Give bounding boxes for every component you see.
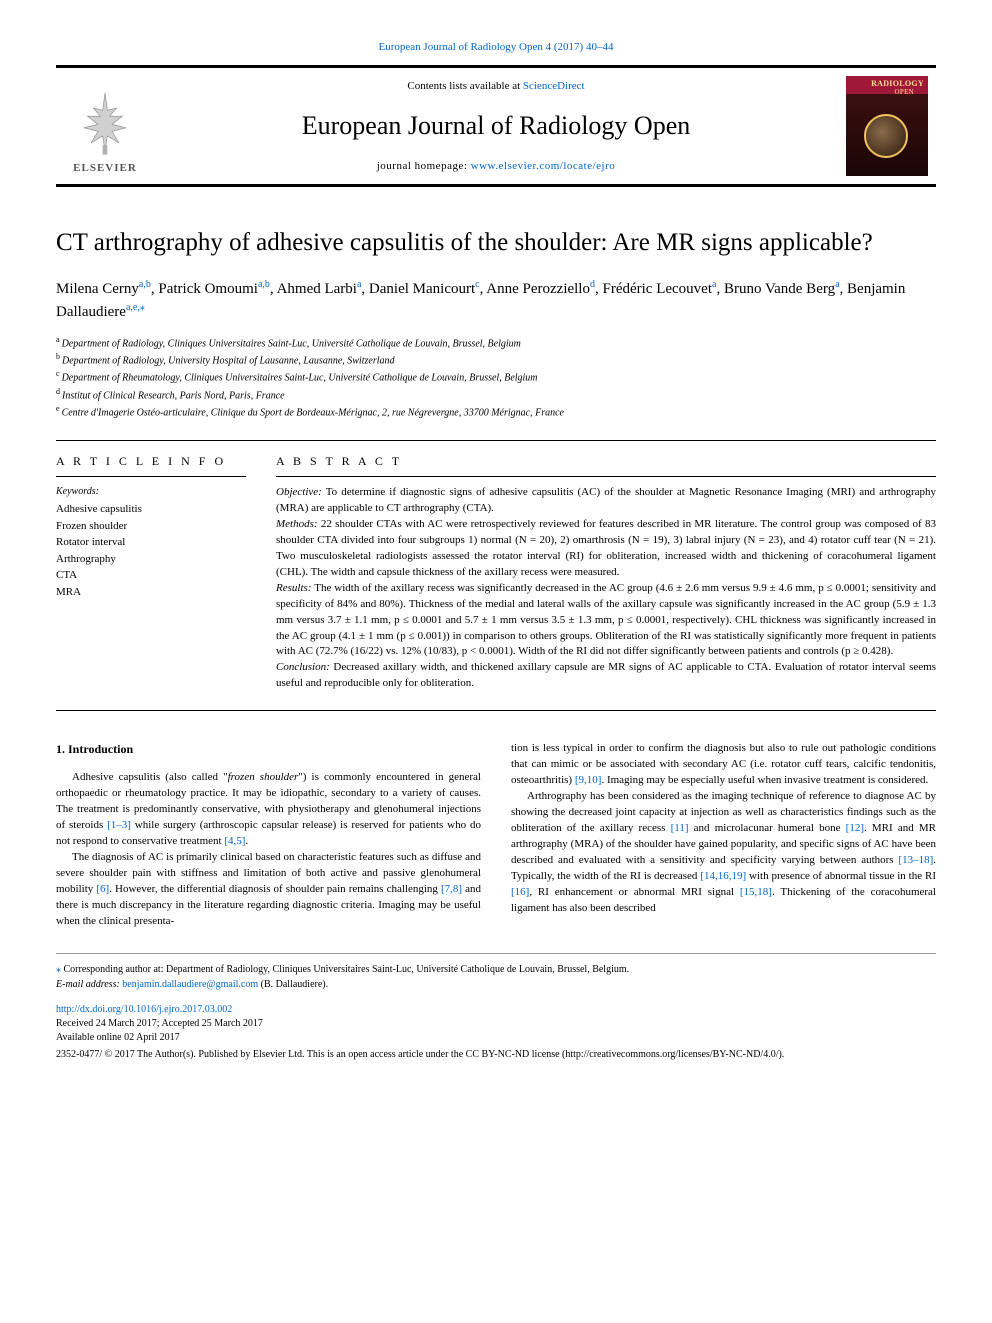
affiliation: dInstitut of Clinical Research, Paris No… [56, 386, 936, 403]
paragraph: tion is less typical in order to confirm… [511, 741, 936, 789]
journal-title: European Journal of Radiology Open [150, 108, 842, 144]
email-line: E-mail address: benjamin.dallaudiere@gma… [56, 977, 936, 992]
intro-heading: 1. Introduction [56, 741, 481, 758]
objective-text: To determine if diagnostic signs of adhe… [276, 486, 936, 514]
authors: Milena Cernya,b, Patrick Omoumia,b, Ahme… [56, 277, 936, 324]
email-author: (B. Dallaudiere). [261, 979, 328, 990]
column-left: 1. Introduction Adhesive capsulitis (als… [56, 741, 481, 929]
results-label: Results: [276, 582, 311, 594]
objective-label: Objective: [276, 486, 322, 498]
keywords-label: Keywords: [56, 485, 246, 499]
email-label: E-mail address: [56, 979, 120, 990]
contents-available: Contents lists available at ScienceDirec… [150, 79, 842, 94]
paragraph: Adhesive capsulitis (also called "frozen… [56, 770, 481, 850]
header-center: Contents lists available at ScienceDirec… [150, 79, 842, 174]
received-date: Received 24 March 2017; Accepted 25 Marc… [56, 1017, 936, 1031]
sciencedirect-link[interactable]: ScienceDirect [523, 80, 585, 92]
journal-cover [842, 76, 932, 176]
paragraph: Arthrography has been considered as the … [511, 789, 936, 917]
column-right: tion is less typical in order to confirm… [511, 741, 936, 929]
article-info-heading: A R T I C L E I N F O [56, 453, 246, 477]
homepage-line: journal homepage: www.elsevier.com/locat… [150, 159, 842, 174]
abstract-text: Objective: To determine if diagnostic si… [276, 485, 936, 692]
affiliation: cDepartment of Rheumatology, Cliniques U… [56, 368, 936, 385]
abstract-heading: A B S T R A C T [276, 453, 936, 477]
cover-image-icon [864, 114, 908, 158]
keyword: Frozen shoulder [56, 518, 246, 535]
methods-text: 22 shoulder CTAs with AC were retrospect… [276, 518, 936, 578]
journal-header: ELSEVIER Contents lists available at Sci… [56, 65, 936, 187]
doi-link[interactable]: http://dx.doi.org/10.1016/j.ejro.2017.03… [56, 1004, 232, 1015]
journal-top-link[interactable]: European Journal of Radiology Open 4 (20… [379, 41, 614, 53]
keyword: Rotator interval [56, 534, 246, 551]
affiliation: bDepartment of Radiology, University Hos… [56, 351, 936, 368]
affiliation: eCentre d'Imagerie Ostéo-articulaire, Cl… [56, 403, 936, 420]
methods-label: Methods: [276, 518, 318, 530]
abstract: A B S T R A C T Objective: To determine … [276, 453, 936, 692]
license: 2352-0477/ © 2017 The Author(s). Publish… [56, 1047, 936, 1062]
elsevier-logo: ELSEVIER [60, 76, 150, 176]
conclusion-text: Decreased axillary width, and thickened … [276, 661, 936, 689]
email-link[interactable]: benjamin.dallaudiere@gmail.com [122, 979, 258, 990]
info-abstract-row: A R T I C L E I N F O Keywords: Adhesive… [56, 440, 936, 711]
keyword: CTA [56, 567, 246, 584]
doi: http://dx.doi.org/10.1016/j.ejro.2017.03… [56, 1002, 936, 1017]
affiliation: aDepartment of Radiology, Cliniques Univ… [56, 334, 936, 351]
body-columns: 1. Introduction Adhesive capsulitis (als… [56, 741, 936, 929]
paragraph: The diagnosis of AC is primarily clinica… [56, 850, 481, 930]
results-text: The width of the axillary recess was sig… [276, 582, 936, 658]
page: European Journal of Radiology Open 4 (20… [0, 0, 992, 1092]
elsevier-label: ELSEVIER [73, 161, 137, 176]
affiliations: aDepartment of Radiology, Cliniques Univ… [56, 334, 936, 421]
homepage-link[interactable]: www.elsevier.com/locate/ejro [471, 160, 616, 172]
homepage-prefix: journal homepage: [377, 160, 471, 172]
available-date: Available online 02 April 2017 [56, 1031, 936, 1045]
keywords-list: Adhesive capsulitis Frozen shoulder Rota… [56, 501, 246, 600]
keyword: Arthrography [56, 551, 246, 568]
article-info: A R T I C L E I N F O Keywords: Adhesive… [56, 453, 246, 692]
conclusion-label: Conclusion: [276, 661, 330, 673]
article-title: CT arthrography of adhesive capsulitis o… [56, 227, 936, 258]
journal-volume-link: European Journal of Radiology Open 4 (20… [56, 40, 936, 55]
footer: Corresponding author at: Department of R… [56, 953, 936, 1062]
corresponding-author: Corresponding author at: Department of R… [56, 962, 936, 977]
keyword: Adhesive capsulitis [56, 501, 246, 518]
keyword: MRA [56, 584, 246, 601]
cover-thumb [846, 76, 928, 176]
contents-prefix: Contents lists available at [407, 80, 522, 92]
tree-icon [70, 87, 140, 157]
